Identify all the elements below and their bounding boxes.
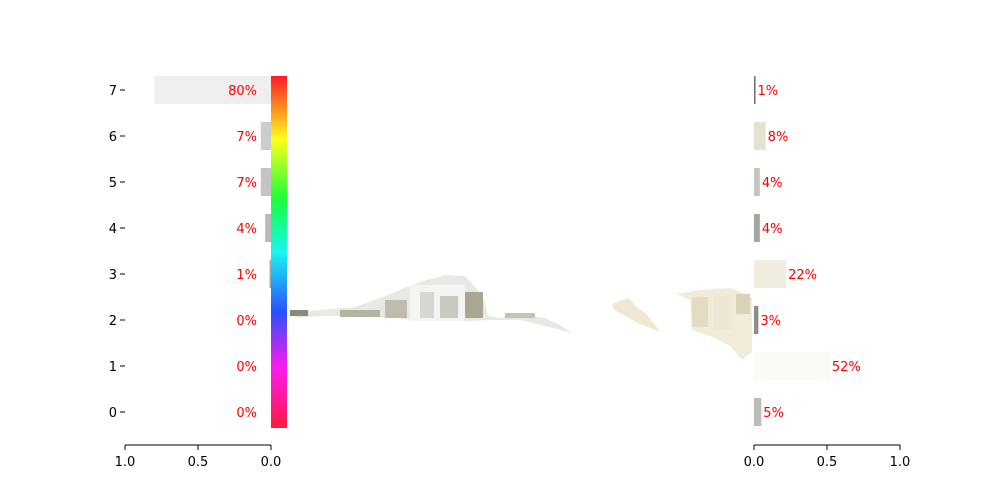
left-y-tick-label-1: 1: [109, 360, 117, 375]
left-bar-label-6: 7%: [236, 130, 257, 145]
right-x-tick-label-1: 0.5: [817, 455, 838, 470]
right-bar-label-7: 1%: [757, 84, 778, 99]
right-bar-2: [754, 306, 759, 334]
right-x-tick-label-2: 1.0: [890, 455, 911, 470]
left-bar-label-0: 0%: [236, 406, 257, 421]
right-bar-label-6: 8%: [768, 130, 789, 145]
left-y-tick-label-0: 0: [109, 406, 117, 421]
left-y-tick-label-6: 6: [109, 130, 117, 145]
hue-colorbar: [271, 76, 287, 428]
left-y-tick-label-3: 3: [109, 268, 117, 283]
right-bar-label-0: 5%: [763, 406, 784, 421]
right-bar-5: [754, 168, 760, 196]
right-bar-label-1: 52%: [832, 360, 861, 375]
left-bar-label-1: 0%: [236, 360, 257, 375]
right-bar-0: [754, 398, 762, 426]
left-bar-label-7: 80%: [228, 84, 257, 99]
left-bar-label-5: 7%: [236, 176, 257, 191]
right-bar-7: [754, 76, 756, 104]
left-bar-4: [265, 214, 271, 242]
right-bar-3: [754, 260, 787, 288]
left-y-tick-label-7: 7: [109, 84, 117, 99]
left-bar-label-2: 0%: [236, 314, 257, 329]
right-bar-label-5: 4%: [762, 176, 783, 191]
left-x-tick-label-2: 0.0: [261, 455, 282, 470]
right-bar-label-4: 4%: [762, 222, 783, 237]
right-x-tick-label-0: 0.0: [744, 455, 765, 470]
left-bar-label-3: 1%: [236, 268, 257, 283]
right-bar-panel: 5% 52% 3% 22% 4% 4% 8% 1% 0.0 0.5 1.0: [744, 76, 911, 470]
right-bar-4: [754, 214, 760, 242]
left-bar-6: [260, 122, 271, 150]
left-bar-5: [260, 168, 271, 196]
left-y-tick-label-5: 5: [109, 176, 117, 191]
left-x-tick-label-0: 1.0: [115, 455, 136, 470]
left-y-tick-label-2: 2: [109, 314, 117, 329]
panorama-image: [287, 275, 752, 360]
right-bar-1: [754, 352, 830, 380]
right-bar-6: [754, 122, 766, 150]
left-bar-panel: 0% 0 0% 1 0% 2 1% 3 4% 4 7% 5 7% 6 80% 7 1.0 0.5 0.0: [109, 76, 282, 470]
left-y-tick-label-4: 4: [109, 222, 117, 237]
right-bar-label-3: 22%: [788, 268, 817, 283]
left-bar-7: [154, 76, 271, 104]
left-x-tick-label-1: 0.5: [188, 455, 209, 470]
left-bar-3: [269, 260, 271, 288]
left-bar-label-4: 4%: [236, 222, 257, 237]
right-bar-label-2: 3%: [760, 314, 781, 329]
